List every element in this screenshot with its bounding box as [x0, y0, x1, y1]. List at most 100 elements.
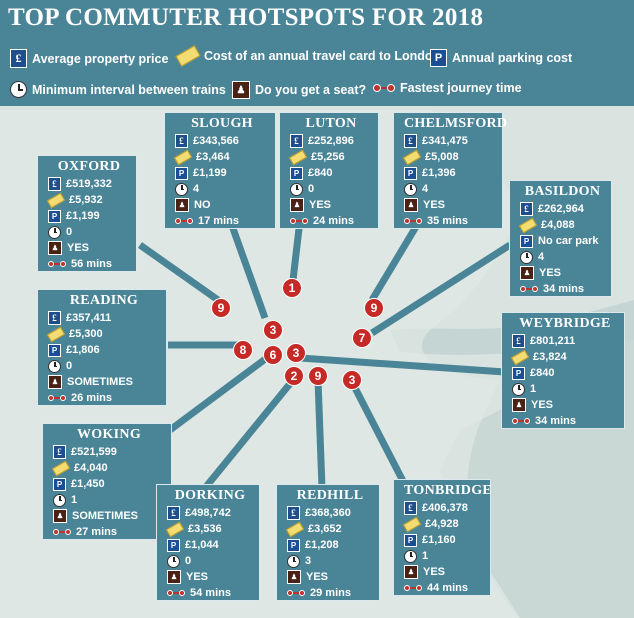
row-travelcard: £5,300 [46, 326, 160, 342]
train-line-icon [53, 528, 71, 536]
connector-dorking [202, 377, 296, 491]
row-travelcard: £5,008 [402, 149, 496, 165]
value-journey: 26 mins [71, 392, 112, 404]
row-price: £ £343,566 [175, 133, 269, 149]
parking-icon: P [287, 538, 300, 552]
town-name: BASILDON [524, 184, 601, 199]
row-interval: 0 [167, 553, 253, 569]
value-travelcard: £4,928 [425, 518, 459, 530]
seat-icon: ♟ [167, 570, 181, 584]
row-parking: P £1,208 [287, 537, 373, 553]
value-travelcard: £5,256 [311, 151, 345, 163]
value-interval: 1 [422, 550, 429, 562]
row-seat: ♟ YES [512, 397, 618, 413]
value-seat: YES [423, 566, 446, 578]
value-interval: 3 [305, 555, 312, 567]
map-pin-tonbridge: 3 [342, 370, 362, 390]
row-journey: 17 mins [175, 213, 269, 229]
value-interval: 1 [530, 383, 537, 395]
pound-icon: £ [520, 202, 533, 216]
card-reading: READING £ £357,411 £5,300 P £1,806 0 ♟ SOME… [37, 289, 167, 406]
clock-icon [48, 359, 61, 373]
legend-property: £ Average property price [10, 49, 168, 68]
row-parking: P £840 [290, 165, 372, 181]
connector-redhill [314, 379, 326, 489]
row-interval: 4 [404, 181, 496, 197]
parking-icon: P [512, 366, 525, 380]
clock-icon [287, 554, 300, 568]
card-tonbridge: TONBRIDGE £ £406,378 £4,928 P £1,160 1 ♟ YE… [393, 479, 492, 596]
value-seat: YES [539, 267, 562, 279]
ticket-icon [165, 521, 185, 537]
parking-icon: P [175, 166, 188, 180]
clock-icon [175, 182, 188, 196]
value-travelcard: £5,932 [69, 194, 103, 206]
connector-tonbridge [348, 380, 409, 487]
row-parking: P £1,199 [175, 165, 269, 181]
row-price: £ £406,378 [404, 500, 484, 516]
ticket-icon [173, 149, 193, 165]
row-seat: ♟ YES [520, 265, 605, 281]
row-price: £ £498,742 [167, 505, 253, 521]
train-line-icon [287, 589, 305, 597]
seat-icon: ♟ [53, 509, 67, 523]
row-seat: ♟ YES [287, 569, 373, 585]
value-journey: 35 mins [427, 215, 468, 227]
ticket-icon [402, 516, 422, 532]
row-price: £ £341,475 [404, 133, 496, 149]
value-price: £406,378 [422, 502, 468, 514]
legend-parking: P Annual parking cost [430, 49, 572, 67]
ticket-icon [288, 149, 308, 165]
train-line-icon [373, 83, 395, 93]
row-travelcard: £3,536 [165, 521, 253, 537]
row-interval: 4 [175, 181, 269, 197]
row-journey: 29 mins [287, 585, 373, 601]
value-parking: £1,396 [422, 167, 456, 179]
value-journey: 24 mins [313, 215, 354, 227]
value-price: £368,360 [305, 507, 351, 519]
value-travelcard: £4,040 [74, 462, 108, 474]
row-interval: 0 [290, 181, 372, 197]
row-price: £ £368,360 [287, 505, 373, 521]
row-seat: ♟ YES [48, 240, 130, 256]
row-parking: P £1,160 [404, 532, 484, 548]
parking-icon: P [520, 234, 533, 248]
value-travelcard: £3,536 [188, 523, 222, 535]
clock-icon [404, 182, 417, 196]
value-price: £262,964 [538, 203, 584, 215]
value-price: £252,896 [308, 135, 354, 147]
row-travelcard: £5,256 [288, 149, 372, 165]
pound-icon: £ [167, 506, 180, 520]
row-parking: P £840 [512, 365, 618, 381]
value-parking: £1,160 [422, 534, 456, 546]
parking-icon: P [430, 49, 447, 67]
map-pin-slough: 3 [263, 320, 283, 340]
row-journey: 34 mins [520, 281, 605, 297]
value-price: £801,211 [530, 335, 576, 347]
value-seat: YES [67, 242, 90, 254]
pound-icon: £ [404, 501, 417, 515]
connector-weybridge [299, 354, 506, 376]
row-price: £ £357,411 [48, 310, 160, 326]
row-travelcard: £4,088 [518, 217, 605, 233]
row-journey: 34 mins [512, 413, 618, 429]
row-interval: 0 [48, 358, 160, 374]
legend-seat: ♟ Do you get a seat? [232, 81, 366, 99]
legend-interval: Minimum interval between trains [10, 81, 226, 98]
pound-icon: £ [512, 334, 525, 348]
train-line-icon [520, 285, 538, 293]
train-line-icon [175, 217, 193, 225]
value-seat: NO [194, 199, 211, 211]
seat-icon: ♟ [520, 266, 534, 280]
row-seat: ♟ YES [404, 564, 484, 580]
legend-journey-label: Fastest journey time [400, 81, 522, 95]
clock-icon [520, 250, 533, 264]
row-travelcard: £3,464 [173, 149, 269, 165]
ticket-icon [285, 521, 305, 537]
clock-icon [48, 225, 61, 239]
parking-icon: P [404, 533, 417, 547]
pound-icon: £ [175, 134, 188, 148]
value-travelcard: £4,088 [541, 219, 575, 231]
map-pin-oxford: 9 [211, 298, 231, 318]
value-interval: 0 [66, 360, 73, 372]
